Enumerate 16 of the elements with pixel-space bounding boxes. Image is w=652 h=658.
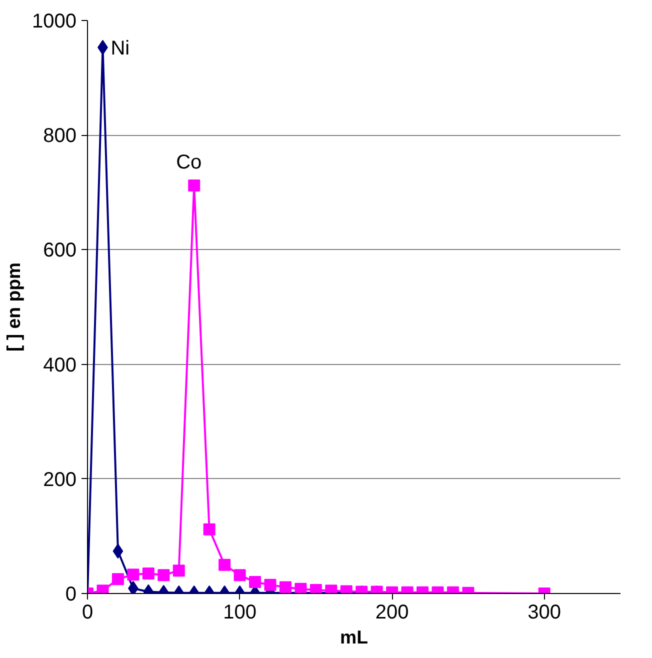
series-label: Co (176, 152, 202, 174)
x-tick-label: 200 (375, 602, 409, 624)
x-axis-title: mL (340, 626, 368, 648)
point (188, 180, 200, 192)
y-axis-title: [ ] en ppm (3, 262, 24, 352)
y-tick-label: 0 (65, 584, 76, 606)
y-tick-label: 800 (43, 125, 77, 148)
series-label: Ni (110, 37, 130, 60)
y-tick-label: 200 (43, 468, 77, 491)
y-tick-label: 400 (43, 354, 77, 376)
x-tick-label: 100 (223, 602, 256, 624)
x-tick-label: 300 (528, 602, 562, 624)
y-tick-label: 600 (43, 240, 77, 262)
x-tick-label: 0 (82, 602, 94, 624)
point (128, 580, 138, 594)
y-tick-label: 1000 (32, 10, 77, 32)
